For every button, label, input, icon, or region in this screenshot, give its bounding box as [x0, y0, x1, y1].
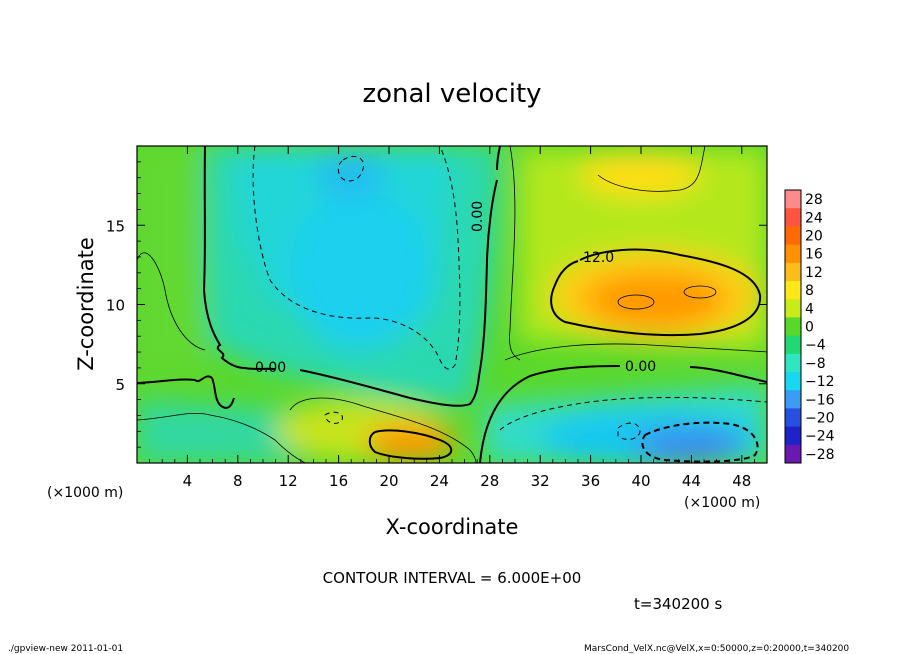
contour-label: 0.00: [625, 359, 656, 375]
colorbar-swatch: [785, 281, 801, 300]
colorbar-swatch: [785, 353, 801, 373]
colorbar-label: −8: [805, 356, 826, 372]
contour-zero-top: [496, 146, 501, 171]
colorbar-label: 24: [805, 210, 823, 226]
x-tick-label: 4: [183, 472, 193, 490]
x-axis-unit-right: (×1000 m): [684, 495, 760, 511]
y-tick-label: 10: [106, 297, 125, 315]
field-blob-eastward-top: [580, 153, 700, 197]
x-tick-label: 36: [581, 472, 600, 490]
contour-zero-middle: [299, 179, 498, 407]
chart-title: zonal velocity: [362, 79, 541, 109]
time-label: t=340200 s: [634, 595, 722, 613]
field-blob-westward-lower-core: [635, 427, 745, 463]
x-tick-label: 48: [732, 472, 751, 490]
colorbar-swatch: [785, 190, 801, 209]
contour-lines: [137, 146, 767, 463]
contour-zero-left-lower: [137, 375, 235, 409]
colorbar-swatch: [785, 408, 801, 428]
y-axis-ticks: 5 10 15: [106, 161, 767, 448]
colorbar-swatch: [785, 390, 801, 409]
colorbar-label: −12: [805, 374, 835, 390]
contour-label: 12.0: [583, 250, 614, 266]
y-axis-label: Z-coordinate: [74, 237, 98, 371]
colorbar-swatch: [785, 262, 801, 282]
field-blob-left-weak: [137, 146, 205, 375]
x-tick-label: 40: [631, 472, 650, 490]
footer-left: ./gpview-new 2011-01-01: [8, 644, 123, 654]
colorbar-swatch: [785, 372, 801, 391]
field-blob-lower-left: [137, 400, 300, 463]
contour-interval: CONTOUR INTERVAL = 6.000E+00: [323, 569, 582, 587]
y-tick-label: 15: [106, 217, 125, 235]
x-axis-ticks: 4 8 12 16 20 24 28 32 36 40 44 48: [149, 146, 755, 490]
footer-right: MarsCond_VelX.nc@VelX,x=0:50000,z=0:2000…: [584, 644, 849, 654]
x-axis-label: X-coordinate: [386, 515, 519, 539]
x-tick-label: 12: [279, 472, 298, 490]
plot-area: 0.00 0.00 0.00 12.0: [137, 146, 767, 463]
contour-thin-3: [509, 146, 521, 361]
colorbar-swatch: [785, 226, 801, 246]
colorbar-swatch: [785, 444, 801, 464]
colorbar-swatch: [785, 244, 801, 264]
colorbar-swatch: [785, 208, 801, 227]
colorbar-label: 28: [805, 192, 823, 208]
colorbar-label: 12: [805, 265, 823, 281]
colorbar-label: 8: [805, 283, 814, 299]
contour-jet-core-1: [617, 294, 655, 310]
colorbar-swatch: [785, 299, 801, 318]
contour-dashed-3: [499, 396, 767, 431]
colorbar-label: −28: [805, 447, 835, 463]
field-blob-eastward-jet-core: [585, 272, 725, 328]
colorbar-label: 20: [805, 229, 823, 245]
colorbar-swatch: [785, 426, 801, 446]
contour-twelve: [550, 248, 762, 337]
contour-thin-4: [137, 412, 306, 463]
field-blob-westward-max: [290, 190, 430, 350]
colorbar-label: −20: [805, 411, 835, 427]
contour-thin-2: [504, 343, 767, 361]
x-axis-unit: (×1000 m): [47, 485, 123, 501]
contour-dashed-4: [641, 421, 759, 463]
y-tick-label: 5: [115, 376, 125, 394]
contour-label: 0.00: [470, 201, 486, 232]
x-tick-label: 8: [233, 472, 243, 490]
contour-lower-eastward: [368, 429, 453, 460]
contour-dashed-2: [337, 156, 364, 182]
colorbar-label: 0: [805, 320, 814, 336]
x-tick-label: 24: [430, 472, 449, 490]
x-tick-label: 44: [682, 472, 701, 490]
contour-zero-right: [479, 365, 767, 463]
colorbar-label: −24: [805, 429, 835, 445]
x-tick-label: 28: [480, 472, 499, 490]
colorbar-label: −16: [805, 392, 835, 408]
colorbar: 28 24 20 16 12 8 4 0 −4 −8 −12 −16 −20 −24 −28: [784, 189, 835, 464]
x-tick-label: 16: [329, 472, 348, 490]
x-tick-label: 32: [531, 472, 550, 490]
x-tick-label: 20: [379, 472, 398, 490]
colorbar-swatch: [785, 335, 801, 355]
contour-label-group: 0.00 0.00 0.00 12.0: [255, 201, 656, 376]
contour-thin-5: [289, 397, 477, 463]
contour-dashed-1: [252, 146, 461, 370]
contour-dashed-6: [324, 411, 343, 424]
colorbar-label: 4: [805, 301, 814, 317]
colorbar-label: 16: [805, 247, 823, 263]
contour-zero-left: [202, 146, 276, 370]
contour-label: 0.00: [255, 360, 286, 376]
colorbar-swatch: [785, 317, 801, 337]
field-blob-westward-top: [315, 150, 385, 200]
colorbar-label: −4: [805, 338, 826, 354]
field-blob-lower-eastward-core: [365, 424, 455, 460]
contour-thin-1: [137, 252, 206, 351]
contour-jet-core-2: [683, 285, 717, 299]
colorbar-frame: [784, 189, 802, 464]
contour-thin-6: [597, 146, 706, 192]
contour-dashed-5: [617, 422, 641, 440]
